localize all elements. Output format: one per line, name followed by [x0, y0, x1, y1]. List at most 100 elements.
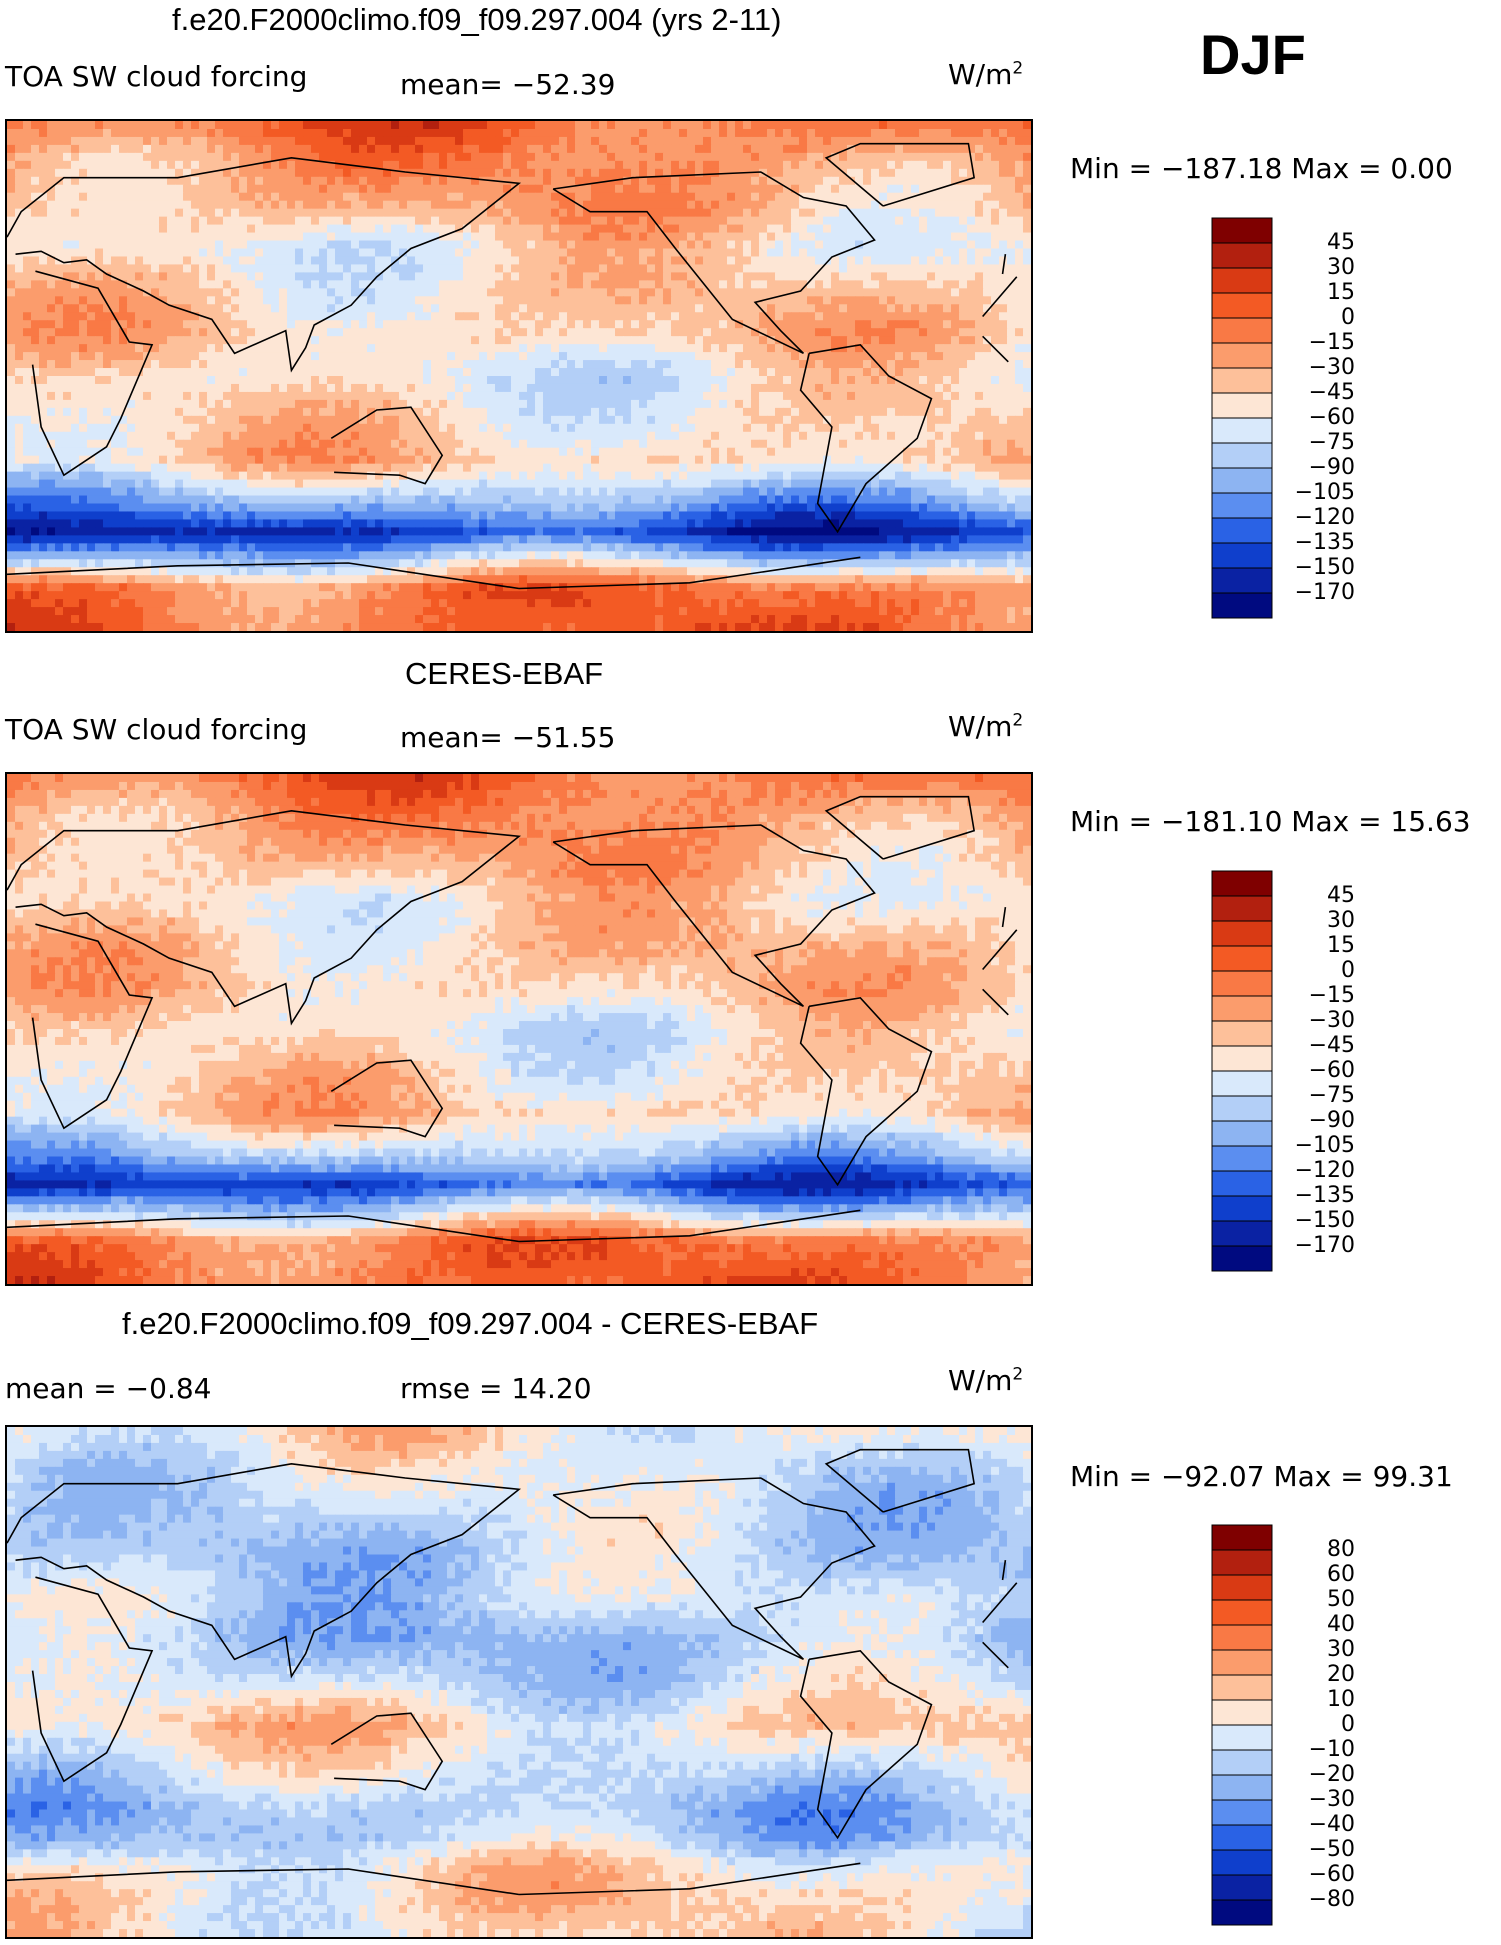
- field-cell: [999, 208, 1008, 218]
- field-cell: [359, 136, 368, 146]
- field-cell: [1015, 224, 1024, 234]
- field-cell: [255, 423, 264, 433]
- field-cell: [1023, 296, 1031, 305]
- field-cell: [727, 352, 736, 361]
- field-cell: [647, 336, 656, 345]
- field-cell: [71, 383, 80, 393]
- field-cell: [391, 128, 400, 138]
- field-cell: [695, 168, 704, 178]
- field-cell: [567, 288, 576, 297]
- field-cell: [759, 121, 768, 130]
- field-cell: [847, 360, 856, 369]
- field-cell: [967, 312, 976, 321]
- field-cell: [559, 264, 568, 274]
- field-cell: [591, 152, 600, 162]
- field-cell: [839, 128, 848, 138]
- field-cell: [487, 208, 496, 218]
- field-cell: [263, 208, 272, 218]
- field-cell: [287, 352, 296, 361]
- field-cell: [239, 256, 248, 266]
- field-cell: [407, 360, 416, 369]
- field-cell: [663, 136, 672, 146]
- field-cell: [431, 176, 440, 186]
- field-cell: [551, 232, 560, 242]
- field-cell: [551, 208, 560, 218]
- field-cell: [831, 176, 840, 186]
- field-cell: [1023, 288, 1031, 297]
- field-cell: [87, 168, 96, 178]
- field-cell: [367, 144, 376, 154]
- field-cell: [855, 128, 864, 138]
- field-cell: [215, 121, 224, 130]
- field-cell: [919, 312, 928, 321]
- field-cell: [335, 184, 344, 194]
- field-cell: [639, 415, 648, 425]
- field-cell: [303, 360, 312, 369]
- field-cell: [831, 192, 840, 202]
- field-cell: [207, 399, 216, 409]
- field-cell: [15, 368, 24, 377]
- field-cell: [351, 136, 360, 146]
- field-cell: [223, 136, 232, 146]
- field-cell: [191, 336, 200, 345]
- field-cell: [199, 399, 208, 409]
- field-cell: [1015, 208, 1024, 218]
- field-cell: [223, 312, 232, 321]
- field-cell: [479, 407, 488, 417]
- field-cell: [135, 264, 144, 274]
- field-cell: [759, 136, 768, 146]
- field-cell: [735, 160, 744, 170]
- field-cell: [855, 184, 864, 194]
- field-cell: [759, 304, 768, 313]
- field-cell: [703, 272, 712, 281]
- field-cell: [479, 136, 488, 146]
- field-cell: [847, 216, 856, 226]
- field-cell: [767, 328, 776, 337]
- field-cell: [519, 320, 528, 329]
- field-cell: [359, 200, 368, 210]
- field-cell: [655, 423, 664, 433]
- field-cell: [543, 152, 552, 162]
- field-cell: [727, 376, 736, 385]
- field-cell: [327, 399, 336, 409]
- field-cell: [223, 168, 232, 178]
- field-cell: [215, 296, 224, 305]
- field-cell: [119, 152, 128, 162]
- field-cell: [503, 328, 512, 337]
- field-cell: [55, 152, 64, 162]
- field-cell: [943, 360, 952, 369]
- field-cell: [807, 391, 816, 401]
- field-cell: [943, 232, 952, 242]
- field-cell: [183, 423, 192, 433]
- field-cell: [263, 256, 272, 266]
- field-cell: [527, 383, 536, 393]
- field-cell: [271, 272, 280, 281]
- field-cell: [543, 280, 552, 289]
- field-cell: [975, 264, 984, 274]
- field-cell: [935, 208, 944, 218]
- field-cell: [767, 176, 776, 186]
- field-cell: [1007, 128, 1016, 138]
- field-cell: [831, 208, 840, 218]
- field-cell: [343, 128, 352, 138]
- field-cell: [831, 272, 840, 281]
- field-cell: [287, 336, 296, 345]
- field-cell: [487, 280, 496, 289]
- field-cell: [951, 176, 960, 186]
- field-cell: [607, 320, 616, 329]
- field-cell: [87, 352, 96, 361]
- field-cell: [831, 399, 840, 409]
- field-cell: [127, 152, 136, 162]
- field-cell: [711, 328, 720, 337]
- field-cell: [951, 208, 960, 218]
- field-cell: [815, 256, 824, 266]
- field-cell: [607, 352, 616, 361]
- field-cell: [839, 256, 848, 266]
- field-cell: [911, 399, 920, 409]
- field-cell: [175, 176, 184, 186]
- field-cell: [703, 407, 712, 417]
- field-cell: [615, 136, 624, 146]
- field-cell: [559, 152, 568, 162]
- field-cell: [911, 264, 920, 274]
- field-cell: [815, 232, 824, 242]
